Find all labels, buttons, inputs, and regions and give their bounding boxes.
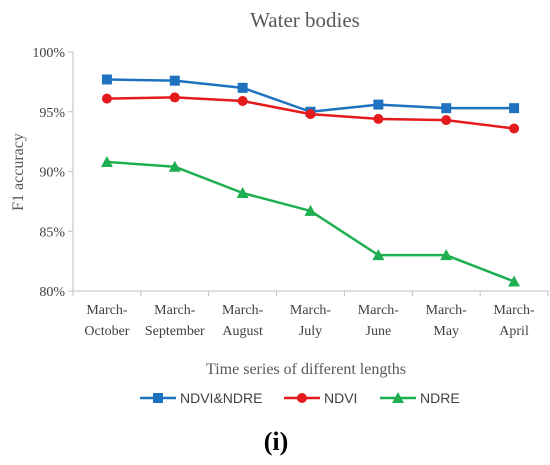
data-point [169, 75, 180, 86]
legend-label: NDVI&NDRE [180, 390, 262, 406]
y-tick-label: 95% [39, 106, 65, 121]
data-point [237, 82, 248, 93]
data-point [101, 74, 112, 85]
data-point [440, 249, 453, 261]
x-axis-title: Time series of different lengths [206, 361, 406, 378]
legend-item: NDRE [380, 390, 460, 406]
legend-marker [392, 392, 404, 403]
y-axis-title: F1 accuracy [10, 133, 27, 211]
data-point [373, 113, 384, 124]
data-point [373, 99, 384, 110]
series-ndre [100, 155, 521, 287]
legend-item: NDVI&NDRE [140, 390, 262, 406]
caption-letter: i [272, 427, 279, 456]
chart-title: Water bodies [250, 8, 360, 32]
data-point [372, 249, 385, 261]
data-point [508, 275, 521, 287]
x-tick-label: March-May [426, 303, 468, 339]
data-point [236, 187, 249, 199]
data-point [100, 155, 113, 167]
data-point [509, 123, 520, 134]
x-tick-label: March-October [84, 303, 129, 339]
x-tick-label: March-August [222, 303, 264, 339]
y-tick-label: 80% [39, 285, 65, 300]
data-point [101, 93, 112, 104]
legend-label: NDRE [420, 390, 460, 406]
caption-open: ( [264, 427, 273, 456]
y-axis: 80% 85% 90% 95% 100% [32, 46, 74, 300]
x-tick-label: March-June [358, 303, 400, 339]
x-axis: March-October March-September March-August… [72, 290, 549, 339]
x-tick-label: March-September [145, 303, 205, 339]
legend-marker [153, 393, 163, 403]
legend-item: NDVI [284, 390, 357, 406]
figure-caption: (i) [264, 427, 289, 456]
y-tick-label: 90% [39, 166, 65, 181]
series-ndvi [101, 92, 520, 134]
data-point [237, 95, 248, 106]
data-point [169, 92, 180, 103]
y-tick-label: 100% [32, 46, 65, 61]
data-point [304, 204, 317, 216]
data-point [441, 103, 452, 114]
data-point [168, 160, 181, 172]
legend-label: NDVI [324, 390, 357, 406]
data-point [305, 109, 316, 120]
series-layer [100, 74, 521, 287]
x-tick-label: March-April [493, 303, 535, 339]
series-line [106, 160, 515, 283]
y-tick-label: 85% [39, 225, 65, 240]
legend-marker [297, 393, 307, 403]
data-point [509, 103, 520, 114]
x-tick-label: March-July [290, 303, 332, 339]
caption-close: ) [280, 427, 289, 456]
data-point [441, 115, 452, 126]
legend: NDVI&NDRE NDVI NDRE [140, 390, 460, 406]
